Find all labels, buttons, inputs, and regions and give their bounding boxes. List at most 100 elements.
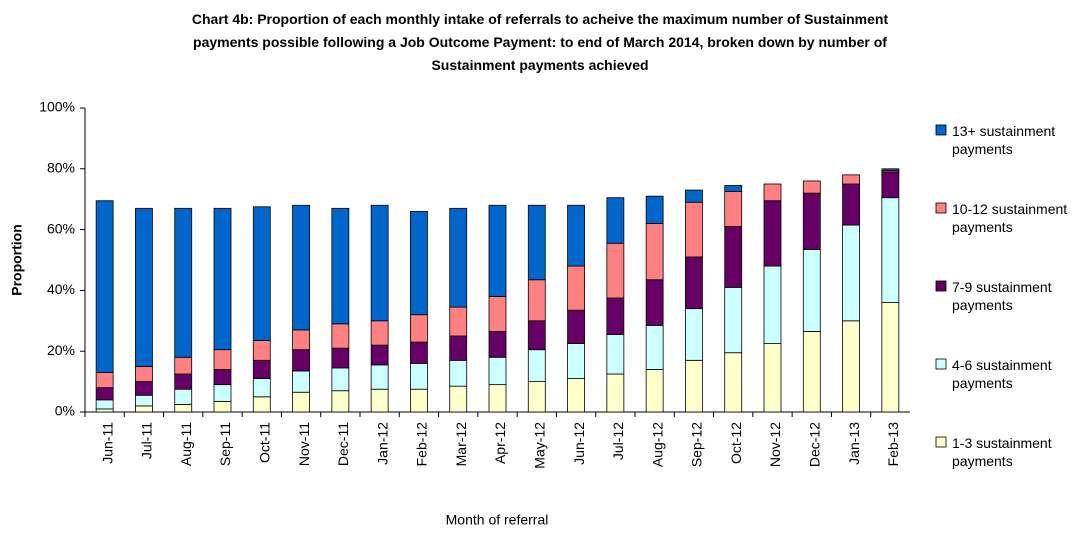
bar-segment <box>685 256 703 310</box>
bar-segment <box>606 197 625 244</box>
bar-segment <box>724 191 743 227</box>
bar-segment <box>724 352 743 413</box>
bar-segment <box>449 359 468 387</box>
bar-segment <box>842 320 860 413</box>
legend-swatch <box>935 202 947 214</box>
bar-segment <box>802 180 821 194</box>
bar-segment <box>95 399 114 410</box>
bar-segment <box>135 365 153 382</box>
x-tick-label: Oct-11 <box>256 422 272 463</box>
bar-segment <box>645 223 664 281</box>
bar-segment <box>449 207 468 308</box>
bar-segment <box>331 347 350 369</box>
y-tick-label: 40% <box>47 281 75 297</box>
bar-segment <box>213 207 232 351</box>
bar-segment <box>606 373 625 413</box>
bar-segment <box>881 197 900 303</box>
bar-segment <box>370 204 389 322</box>
x-tick-label: Jan-13 <box>846 422 862 465</box>
bar-segment <box>567 343 585 379</box>
bar-segment <box>645 279 664 326</box>
x-tick-label: Oct-12 <box>728 422 744 464</box>
bar-segment <box>449 306 468 337</box>
bar-segment <box>174 207 193 358</box>
bar-segment <box>685 359 703 413</box>
bar-segment <box>527 279 546 322</box>
x-tick-label: Jun-11 <box>99 422 115 464</box>
x-tick-label: Nov-11 <box>296 422 312 466</box>
bar-segment <box>567 309 585 345</box>
bar-segment <box>763 265 782 344</box>
bar-segment <box>95 372 114 389</box>
bar-segment <box>645 324 664 370</box>
bar-segment <box>135 207 153 367</box>
bar-segment <box>567 378 585 413</box>
x-tick-label: May-12 <box>531 422 547 469</box>
bar-segment <box>252 378 271 398</box>
x-tick-label: Aug-12 <box>649 422 665 467</box>
legend-swatch <box>935 436 947 448</box>
x-tick-label: Jan-12 <box>374 422 390 465</box>
bar-segment <box>685 189 703 203</box>
legend-swatch <box>935 280 947 292</box>
y-tick-label: 0% <box>55 403 75 419</box>
bar-segment <box>213 369 232 386</box>
bar-segment <box>410 362 428 390</box>
bar-segment <box>370 320 389 346</box>
bar-segment <box>213 349 232 370</box>
bar-segment <box>606 297 625 335</box>
bar-segment <box>292 391 310 413</box>
x-tick-label: Sep-11 <box>217 422 233 466</box>
bar-segment <box>292 329 310 351</box>
legend-label: 13+ sustainment payments <box>952 123 1056 157</box>
bar-segment <box>606 334 625 375</box>
bar-segment <box>567 204 585 267</box>
bar-segment <box>488 331 507 358</box>
bar-segment <box>842 183 860 226</box>
bar-segment <box>842 224 860 322</box>
x-tick-label: Jul-11 <box>139 422 155 459</box>
x-tick-label: Feb-12 <box>414 422 430 467</box>
x-tick-label: Apr-12 <box>492 422 508 464</box>
bar-segment <box>802 331 821 413</box>
bar-segment <box>488 204 507 297</box>
bar-segment <box>527 204 546 281</box>
x-tick-label: Feb-13 <box>885 422 901 467</box>
legend-swatch <box>935 124 947 136</box>
bar-segment <box>331 207 350 325</box>
bar-segment <box>174 388 193 405</box>
x-tick-label: Dec-11 <box>335 422 351 466</box>
bar-segment <box>135 405 153 413</box>
bar-segment <box>370 388 389 413</box>
bar-segment <box>527 381 546 413</box>
bar-segment <box>645 369 664 413</box>
bar-segment <box>213 384 232 402</box>
bar-segment <box>252 206 271 341</box>
x-tick-label: Aug-11 <box>178 422 194 466</box>
bar-segment <box>802 192 821 250</box>
legend-swatch <box>935 358 947 370</box>
bar-segment <box>881 171 900 199</box>
y-tick-label: 100% <box>39 99 75 115</box>
bar-segment <box>410 314 428 343</box>
bar-segment <box>802 248 821 332</box>
bar-segment <box>292 349 310 372</box>
bar-segment <box>331 323 350 349</box>
bar-segment <box>842 174 860 185</box>
bar-segment <box>331 367 350 392</box>
bar-segment <box>449 335 468 361</box>
x-tick-label: Mar-12 <box>453 422 469 467</box>
bar-segment <box>95 200 114 373</box>
bar-segment <box>292 204 310 331</box>
bar-segment <box>135 394 153 407</box>
bar-segment <box>567 265 585 311</box>
bar-segment <box>685 201 703 258</box>
bar-segment <box>724 286 743 354</box>
x-axis-label: Month of referral <box>446 512 549 528</box>
y-tick-label: 80% <box>47 160 75 176</box>
legend-label: 1-3 sustainment payments <box>952 435 1052 469</box>
bar-segment <box>370 364 389 390</box>
bar-segment <box>449 385 468 413</box>
